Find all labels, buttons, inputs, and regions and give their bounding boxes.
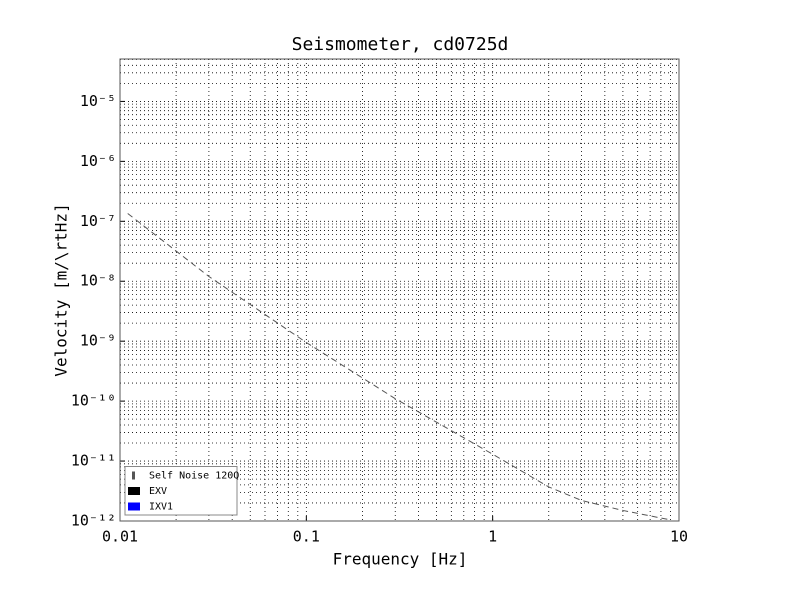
legend-label: IXV1 — [149, 502, 173, 513]
legend-label: Self Noise 120Q — [149, 471, 239, 482]
legend-swatch — [128, 502, 140, 511]
x-tick-label: 0.01 — [102, 528, 138, 546]
y-tick-label: 10⁻¹¹ — [71, 452, 116, 470]
series-line — [127, 213, 670, 521]
y-tick-label: 10⁻¹² — [71, 512, 116, 530]
x-tick-label: 1 — [488, 528, 497, 546]
y-tick-label: 10⁻⁹ — [80, 332, 116, 350]
y-tick-label: 10⁻⁵ — [80, 92, 116, 110]
y-tick-label: 10⁻⁶ — [80, 152, 116, 170]
x-tick-label: 10 — [670, 528, 688, 546]
legend-box — [124, 466, 238, 516]
legend-swatch — [128, 487, 140, 495]
x-axis-label: Frequency [Hz] — [333, 550, 468, 569]
y-tick-label: 10⁻¹⁰ — [71, 392, 116, 410]
x-tick-label: 0.1 — [293, 528, 320, 546]
y-tick-label: 10⁻⁸ — [80, 272, 116, 290]
legend-label: EXV — [149, 486, 167, 497]
legend-swatch — [132, 471, 135, 480]
y-tick-label: 10⁻⁷ — [80, 212, 116, 230]
plot-frame — [119, 58, 680, 522]
y-axis-label: Velocity [m/\rtHz] — [52, 203, 71, 376]
chart-title: Seismometer, cd0725d — [292, 34, 509, 55]
